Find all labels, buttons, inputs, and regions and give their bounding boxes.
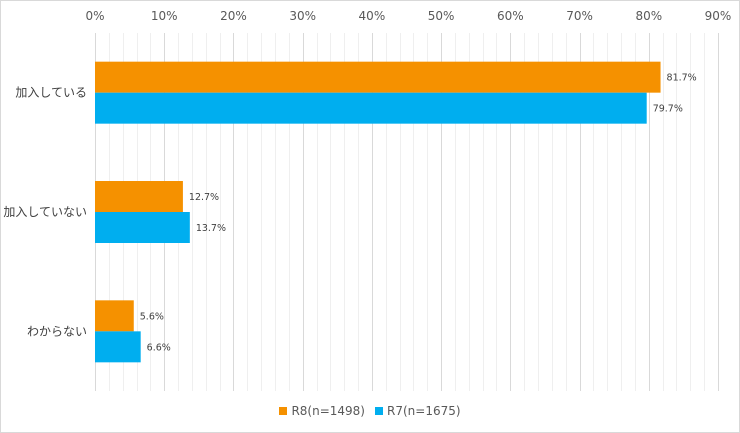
bar-r7	[95, 212, 190, 243]
bar-r7	[95, 92, 647, 124]
data-label: 13.7%	[196, 223, 226, 234]
data-label: 6.6%	[147, 342, 171, 353]
category-label: わからない	[27, 324, 87, 338]
category-label: 加入している	[15, 86, 87, 100]
legend-label: R8(n=1498)	[291, 404, 365, 418]
x-tick-label: 90%	[705, 9, 732, 23]
bar-r8	[95, 300, 134, 332]
x-tick-label: 40%	[359, 9, 386, 23]
bar-chart: 0% 10% 20% 30% 40% 50% 60% 70% 80% 90% 加入している 81.7%…	[3, 9, 732, 391]
x-tick-label: 0%	[85, 9, 104, 23]
x-tick-label: 70%	[566, 9, 593, 23]
category-label: 加入していない	[3, 205, 87, 219]
x-tick-label: 80%	[635, 9, 662, 23]
legend-label: R7(n=1675)	[387, 404, 461, 418]
data-label: 5.6%	[140, 311, 164, 322]
legend: R8(n=1498) R7(n=1675)	[1, 404, 739, 418]
bar-r8	[95, 181, 183, 212]
data-label: 79.7%	[653, 104, 683, 115]
x-tick-label: 60%	[497, 9, 524, 23]
x-tick-label: 30%	[289, 9, 316, 23]
x-tick-label: 10%	[151, 9, 178, 23]
data-label: 12.7%	[189, 192, 219, 203]
legend-item: R8(n=1498)	[279, 404, 365, 418]
x-tick-label: 20%	[220, 9, 247, 23]
bar-r7	[95, 331, 141, 363]
legend-item: R7(n=1675)	[375, 404, 461, 418]
bar-r8	[95, 61, 661, 93]
x-tick-label: 50%	[428, 9, 455, 23]
data-label: 81.7%	[667, 73, 697, 84]
legend-swatch	[279, 407, 288, 415]
legend-swatch	[375, 407, 383, 415]
